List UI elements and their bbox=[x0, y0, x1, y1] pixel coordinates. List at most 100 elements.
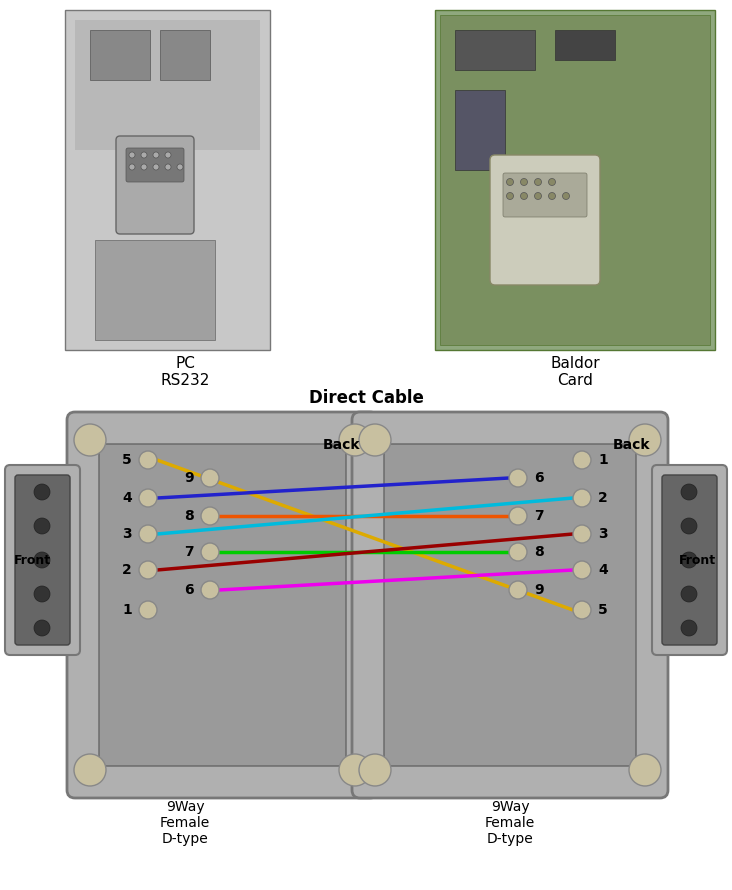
Circle shape bbox=[509, 581, 527, 599]
Circle shape bbox=[629, 754, 661, 786]
Circle shape bbox=[153, 164, 159, 170]
Circle shape bbox=[509, 469, 527, 487]
FancyBboxPatch shape bbox=[503, 173, 587, 217]
Circle shape bbox=[534, 179, 542, 185]
Circle shape bbox=[141, 152, 147, 158]
Circle shape bbox=[681, 586, 697, 602]
Bar bbox=[455, 90, 505, 170]
Text: 5: 5 bbox=[598, 603, 608, 617]
Circle shape bbox=[139, 561, 157, 579]
Circle shape bbox=[359, 754, 391, 786]
Circle shape bbox=[177, 164, 183, 170]
Text: 3: 3 bbox=[598, 527, 608, 541]
FancyBboxPatch shape bbox=[5, 465, 80, 655]
FancyBboxPatch shape bbox=[15, 475, 70, 645]
Text: Front: Front bbox=[679, 554, 716, 567]
Bar bbox=[555, 30, 615, 60]
Circle shape bbox=[153, 152, 159, 158]
Circle shape bbox=[534, 192, 542, 199]
Circle shape bbox=[509, 507, 527, 525]
Bar bbox=[75, 20, 260, 150]
Text: 2: 2 bbox=[122, 563, 132, 577]
Text: 6: 6 bbox=[184, 583, 194, 597]
Circle shape bbox=[573, 601, 591, 619]
FancyBboxPatch shape bbox=[99, 444, 346, 766]
Circle shape bbox=[548, 179, 556, 185]
Circle shape bbox=[129, 164, 135, 170]
Text: Front: Front bbox=[13, 554, 51, 567]
Text: PC
RS232: PC RS232 bbox=[160, 356, 209, 388]
Circle shape bbox=[339, 424, 371, 456]
Bar bbox=[435, 10, 715, 350]
Circle shape bbox=[201, 469, 219, 487]
FancyBboxPatch shape bbox=[352, 412, 668, 798]
Circle shape bbox=[681, 620, 697, 636]
Circle shape bbox=[520, 179, 528, 185]
Text: 4: 4 bbox=[598, 563, 608, 577]
Text: 9Way
Female
D-type: 9Way Female D-type bbox=[485, 800, 535, 846]
FancyBboxPatch shape bbox=[116, 136, 194, 234]
Circle shape bbox=[681, 484, 697, 500]
Text: 1: 1 bbox=[598, 453, 608, 467]
Text: 9: 9 bbox=[534, 583, 544, 597]
Bar bbox=[440, 15, 710, 345]
Text: 4: 4 bbox=[122, 491, 132, 505]
Bar bbox=[90, 30, 150, 80]
Circle shape bbox=[509, 543, 527, 561]
FancyBboxPatch shape bbox=[67, 412, 378, 798]
Circle shape bbox=[34, 620, 50, 636]
Text: 7: 7 bbox=[534, 509, 544, 523]
Circle shape bbox=[629, 424, 661, 456]
Circle shape bbox=[139, 525, 157, 543]
Circle shape bbox=[165, 152, 171, 158]
FancyBboxPatch shape bbox=[662, 475, 717, 645]
Circle shape bbox=[74, 424, 106, 456]
Bar bbox=[455, 30, 535, 70]
Text: 3: 3 bbox=[122, 527, 132, 541]
Text: 5: 5 bbox=[122, 453, 132, 467]
Text: 6: 6 bbox=[534, 471, 544, 485]
Circle shape bbox=[165, 164, 171, 170]
Circle shape bbox=[34, 484, 50, 500]
Text: 9: 9 bbox=[184, 471, 194, 485]
Text: 8: 8 bbox=[534, 545, 544, 559]
Circle shape bbox=[339, 754, 371, 786]
FancyBboxPatch shape bbox=[652, 465, 727, 655]
Text: 9Way
Female
D-type: 9Way Female D-type bbox=[160, 800, 210, 846]
FancyBboxPatch shape bbox=[384, 444, 636, 766]
Circle shape bbox=[573, 525, 591, 543]
Circle shape bbox=[129, 152, 135, 158]
Circle shape bbox=[507, 192, 514, 199]
Circle shape bbox=[562, 192, 569, 199]
Text: Back: Back bbox=[323, 438, 360, 452]
FancyBboxPatch shape bbox=[126, 148, 184, 182]
Circle shape bbox=[139, 601, 157, 619]
Text: 2: 2 bbox=[598, 491, 608, 505]
Circle shape bbox=[681, 552, 697, 568]
Text: 8: 8 bbox=[184, 509, 194, 523]
Circle shape bbox=[548, 192, 556, 199]
Circle shape bbox=[201, 543, 219, 561]
Circle shape bbox=[573, 451, 591, 469]
Circle shape bbox=[201, 507, 219, 525]
Bar bbox=[160, 30, 210, 80]
Circle shape bbox=[74, 754, 106, 786]
Circle shape bbox=[34, 518, 50, 534]
Circle shape bbox=[681, 518, 697, 534]
Circle shape bbox=[507, 179, 514, 185]
Bar bbox=[95, 240, 215, 340]
Bar bbox=[65, 10, 270, 350]
Circle shape bbox=[573, 489, 591, 507]
Text: Back: Back bbox=[613, 438, 650, 452]
Circle shape bbox=[520, 192, 528, 199]
Circle shape bbox=[573, 561, 591, 579]
Circle shape bbox=[359, 424, 391, 456]
FancyBboxPatch shape bbox=[490, 155, 600, 285]
Text: 7: 7 bbox=[184, 545, 194, 559]
Circle shape bbox=[141, 164, 147, 170]
Text: 1: 1 bbox=[122, 603, 132, 617]
Circle shape bbox=[201, 581, 219, 599]
Circle shape bbox=[139, 451, 157, 469]
Text: Direct Cable: Direct Cable bbox=[309, 389, 423, 407]
Text: Baldor
Card: Baldor Card bbox=[550, 356, 600, 388]
